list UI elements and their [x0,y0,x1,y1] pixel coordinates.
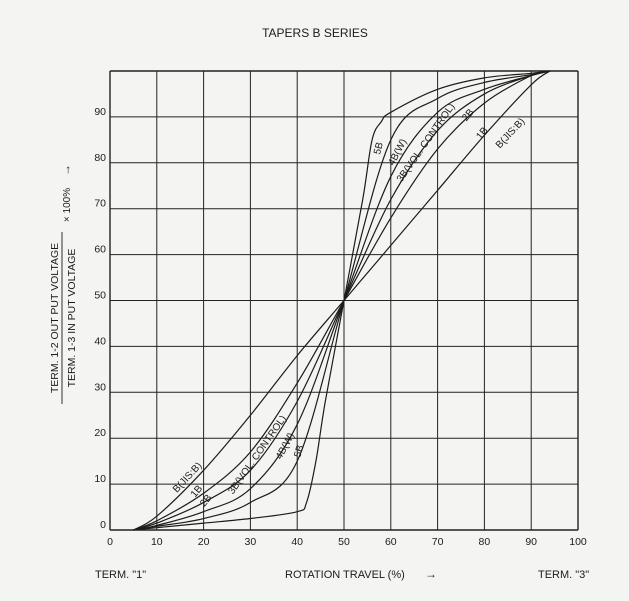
y-tick-label: 10 [94,473,106,485]
y-tick-label: 0 [100,519,106,531]
x-tick-labels: 0 10 20 30 40 50 60 70 80 90 100 [107,536,587,548]
y-tick-label: 30 [94,381,106,393]
x-tick-label: 30 [245,536,257,548]
x-tick-label: 50 [338,536,350,548]
curve-label-5b: 5B [372,141,386,156]
y-tick-label: 90 [94,106,106,118]
curve-label-1b: 1B [474,125,491,142]
y-tick-label: 40 [94,335,106,347]
y-axis-label: TERM. 1-2 OUT PUT VOLTAGE TERM. 1-3 IN P… [49,164,78,404]
y-tick-label: 20 [94,427,106,439]
x-axis-label: ROTATION TRAVEL (%) [285,569,405,581]
y-tick-label: 60 [94,244,106,256]
grid [109,70,579,531]
x-tick-label: 10 [151,536,163,548]
x-tick-label: 80 [479,536,491,548]
x-tick-label: 40 [291,536,303,548]
y-tick-label: 70 [94,198,106,210]
x-tick-label: 60 [385,536,397,548]
x-axis-arrow: → [425,567,437,581]
x-tick-label: 70 [432,536,444,548]
curve-5b [133,70,550,531]
x-tick-label: 20 [198,536,210,548]
y-tick-label: 80 [94,152,106,164]
term-right-label: TERM. "3" [538,569,589,581]
curves [133,70,551,531]
chart-title: TAPERS B SERIES [262,26,368,40]
curve-label-5b: 5B [293,444,307,459]
y-label-arrow: → [59,164,73,176]
x-tick-label: 0 [107,536,113,548]
y-label-numerator: TERM. 1-2 OUT PUT VOLTAGE [49,243,61,393]
y-label-multiplier: × 100% [62,188,73,222]
x-tick-label: 100 [569,536,587,548]
term-left-label: TERM. "1" [95,569,146,581]
y-tick-labels: 0 10 20 30 40 50 60 70 80 90 [94,106,106,531]
x-tick-label: 90 [525,536,537,548]
y-tick-label: 50 [94,290,106,302]
y-label-denominator: TERM. 1-3 IN PUT VOLTAGE [66,249,78,388]
curve-label-b-jis-b: B(JIS:B) [494,116,527,151]
